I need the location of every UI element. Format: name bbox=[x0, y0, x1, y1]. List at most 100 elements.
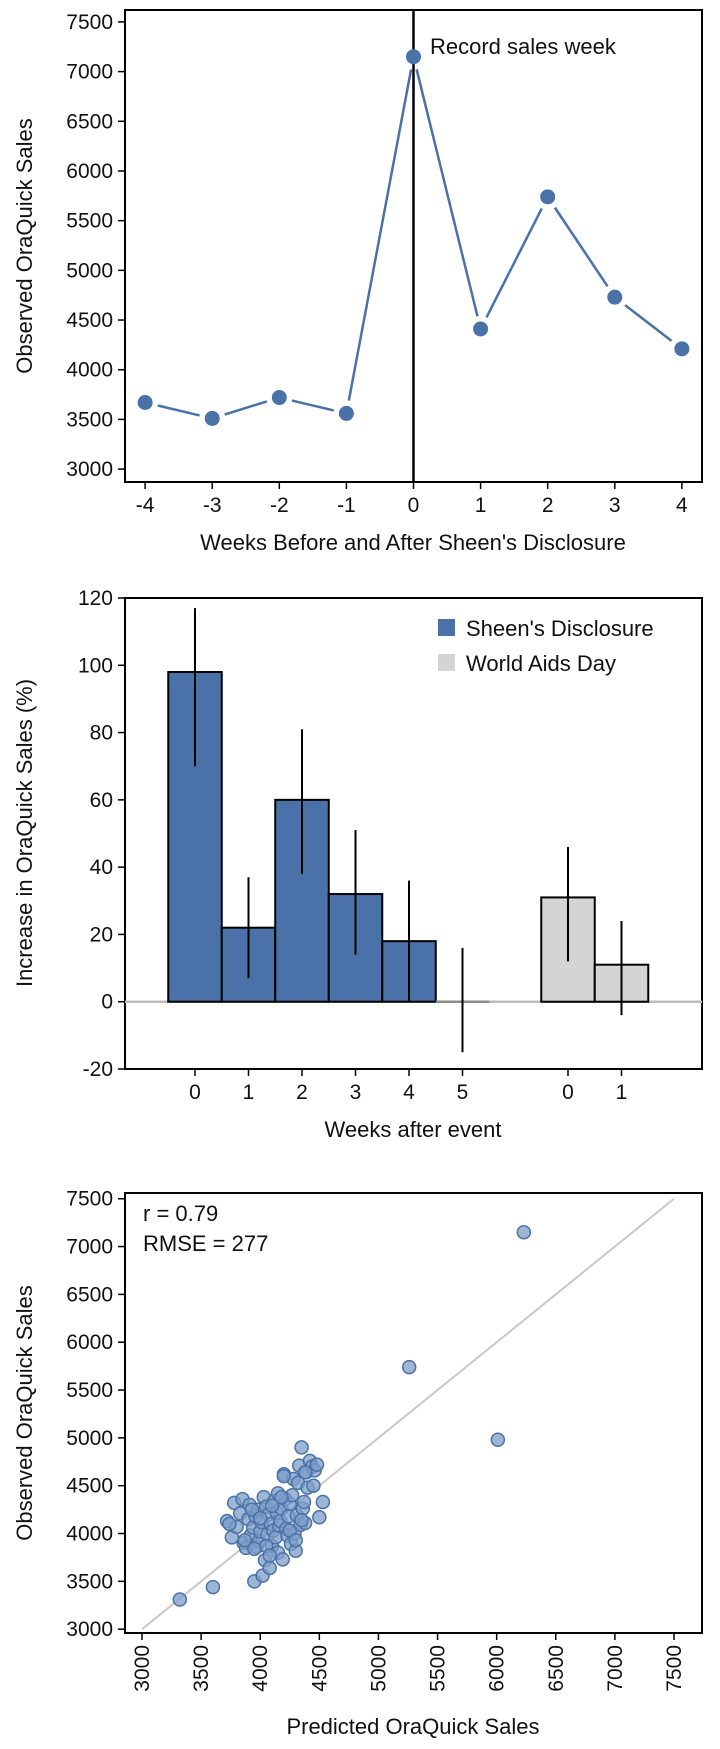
bar-chart-y-axis: -20 0 20 40 60 80 100 120 bbox=[78, 587, 125, 1081]
scatter-chart-y-label: Observed OraQuick Sales bbox=[12, 1285, 37, 1541]
line-segment bbox=[291, 399, 335, 412]
x-tick-label: 4 bbox=[676, 494, 688, 517]
scatter-point bbox=[309, 1457, 325, 1472]
scatter-point bbox=[490, 1432, 506, 1448]
scatter-chart-x-axis: 3000 3500 4000 4500 5000 5500 6000 6500 7000 7500 bbox=[131, 1633, 686, 1692]
x-tick-label: 0 bbox=[189, 1081, 201, 1104]
x-tick-label: 1 bbox=[243, 1081, 255, 1104]
x-tick-label: -1 bbox=[337, 494, 356, 517]
y-tick-label: 3000 bbox=[66, 458, 113, 481]
scatter-point bbox=[274, 1489, 289, 1505]
scatter-point bbox=[288, 1532, 303, 1548]
scatter-point bbox=[275, 1552, 290, 1567]
line-chart-y-axis: 3000 3500 4000 4500 5000 5500 6000 6500 7000 7500 bbox=[66, 11, 125, 481]
x-tick-label: 3000 bbox=[131, 1645, 154, 1692]
x-tick-label: 0 bbox=[562, 1081, 574, 1104]
x-tick-label: 3 bbox=[609, 494, 621, 517]
scatter-point bbox=[516, 1224, 532, 1240]
x-tick-label: 2 bbox=[296, 1081, 308, 1104]
y-tick-label: 120 bbox=[78, 587, 113, 610]
line-segment bbox=[553, 206, 609, 288]
scatter-point bbox=[294, 1512, 309, 1528]
scatter-points bbox=[172, 1224, 532, 1607]
x-tick-label: 4000 bbox=[249, 1645, 272, 1692]
scatter-chart-y-axis: 3000 3500 4000 4500 5000 5500 6000 6500 7000 7500 bbox=[66, 1188, 125, 1641]
x-tick-label: 1 bbox=[475, 494, 487, 517]
bar-chart-panel: -20 0 20 40 60 80 100 120 0 1 2 3 4 5 0 1 Sheen's Disc… bbox=[12, 587, 703, 1142]
data-point bbox=[473, 321, 489, 337]
y-tick-label: 7500 bbox=[66, 11, 113, 34]
y-tick-label: 6000 bbox=[66, 1331, 113, 1354]
y-tick-label: -20 bbox=[83, 1058, 113, 1081]
y-tick-label: 5500 bbox=[66, 1379, 113, 1402]
x-tick-label: 6000 bbox=[486, 1645, 509, 1692]
x-tick-label: 0 bbox=[408, 494, 420, 517]
y-tick-label: 7000 bbox=[66, 61, 113, 84]
y-tick-label: 7000 bbox=[66, 1236, 113, 1259]
scatter-point bbox=[244, 1502, 260, 1517]
scatter-point bbox=[252, 1510, 268, 1526]
x-tick-label: 3 bbox=[350, 1081, 362, 1104]
line-chart-y-label: Observed OraQuick Sales bbox=[12, 118, 37, 374]
x-tick-label: -2 bbox=[270, 494, 289, 517]
y-tick-label: 4000 bbox=[66, 359, 113, 382]
scatter-point bbox=[312, 1510, 327, 1525]
y-tick-label: 3000 bbox=[66, 1618, 113, 1641]
data-point bbox=[204, 410, 220, 426]
scatter-point bbox=[237, 1532, 253, 1548]
legend-swatch-world-aids-day bbox=[438, 654, 455, 671]
x-tick-label: 5000 bbox=[367, 1645, 390, 1692]
line-segment bbox=[485, 207, 543, 318]
y-tick-label: 6500 bbox=[66, 110, 113, 133]
line-segment bbox=[624, 304, 673, 342]
y-tick-label: 40 bbox=[90, 856, 113, 879]
bar-chart-error-bars bbox=[194, 608, 623, 1053]
correlation-stat: r = 0.79 bbox=[143, 1201, 218, 1226]
y-tick-label: 7500 bbox=[66, 1188, 113, 1211]
bar-chart-y-label: Increase in OraQuick Sales (%) bbox=[12, 679, 37, 987]
y-tick-label: 20 bbox=[90, 923, 113, 946]
y-tick-label: 60 bbox=[90, 789, 113, 812]
scatter-point bbox=[247, 1541, 262, 1557]
scatter-point bbox=[297, 1465, 313, 1480]
y-tick-label: 6000 bbox=[66, 160, 113, 183]
x-tick-label: 1 bbox=[616, 1081, 628, 1104]
y-tick-label: 100 bbox=[78, 654, 113, 677]
data-point bbox=[674, 341, 690, 357]
y-tick-label: 5000 bbox=[66, 259, 113, 282]
legend-label-sheen: Sheen's Disclosure bbox=[466, 616, 654, 641]
scatter-chart-panel: 3000 3500 4000 4500 5000 5500 6000 6500 7000 7500… bbox=[12, 1188, 703, 1739]
data-point bbox=[607, 289, 623, 305]
y-tick-label: 6500 bbox=[66, 1283, 113, 1306]
scatter-point bbox=[262, 1560, 277, 1576]
y-tick-label: 5500 bbox=[66, 210, 113, 233]
legend-label-world-aids-day: World Aids Day bbox=[466, 651, 616, 676]
line-chart-x-label: Weeks Before and After Sheen's Disclosur… bbox=[200, 530, 626, 555]
scatter-point bbox=[262, 1548, 277, 1563]
scatter-point bbox=[276, 1468, 292, 1484]
identity-fit-line bbox=[141, 1197, 675, 1630]
x-tick-label: -4 bbox=[136, 494, 155, 517]
record-sales-annotation: Record sales week bbox=[430, 34, 617, 59]
x-tick-label: 4 bbox=[403, 1081, 415, 1104]
legend-swatch-sheen bbox=[438, 619, 455, 636]
x-tick-label: -3 bbox=[203, 494, 222, 517]
line-segment bbox=[224, 400, 268, 416]
x-tick-label: 4500 bbox=[308, 1645, 331, 1692]
data-point bbox=[137, 395, 153, 411]
data-point bbox=[338, 405, 354, 421]
line-segment bbox=[415, 69, 479, 317]
rmse-stat: RMSE = 277 bbox=[143, 1231, 268, 1256]
line-segment bbox=[347, 69, 413, 401]
scatter-point bbox=[401, 1359, 417, 1375]
line-chart-x-axis: -4 -3 -2 -1 0 1 2 3 4 bbox=[136, 482, 688, 517]
scatter-point bbox=[264, 1498, 280, 1514]
y-tick-label: 4500 bbox=[66, 1475, 113, 1498]
y-tick-label: 0 bbox=[101, 991, 113, 1014]
y-tick-label: 80 bbox=[90, 722, 113, 745]
scatter-point bbox=[294, 1440, 309, 1455]
scatter-point bbox=[315, 1494, 331, 1510]
bar-chart-x-axis: 0 1 2 3 4 5 0 1 bbox=[189, 1069, 627, 1104]
line-chart-series bbox=[137, 49, 690, 426]
